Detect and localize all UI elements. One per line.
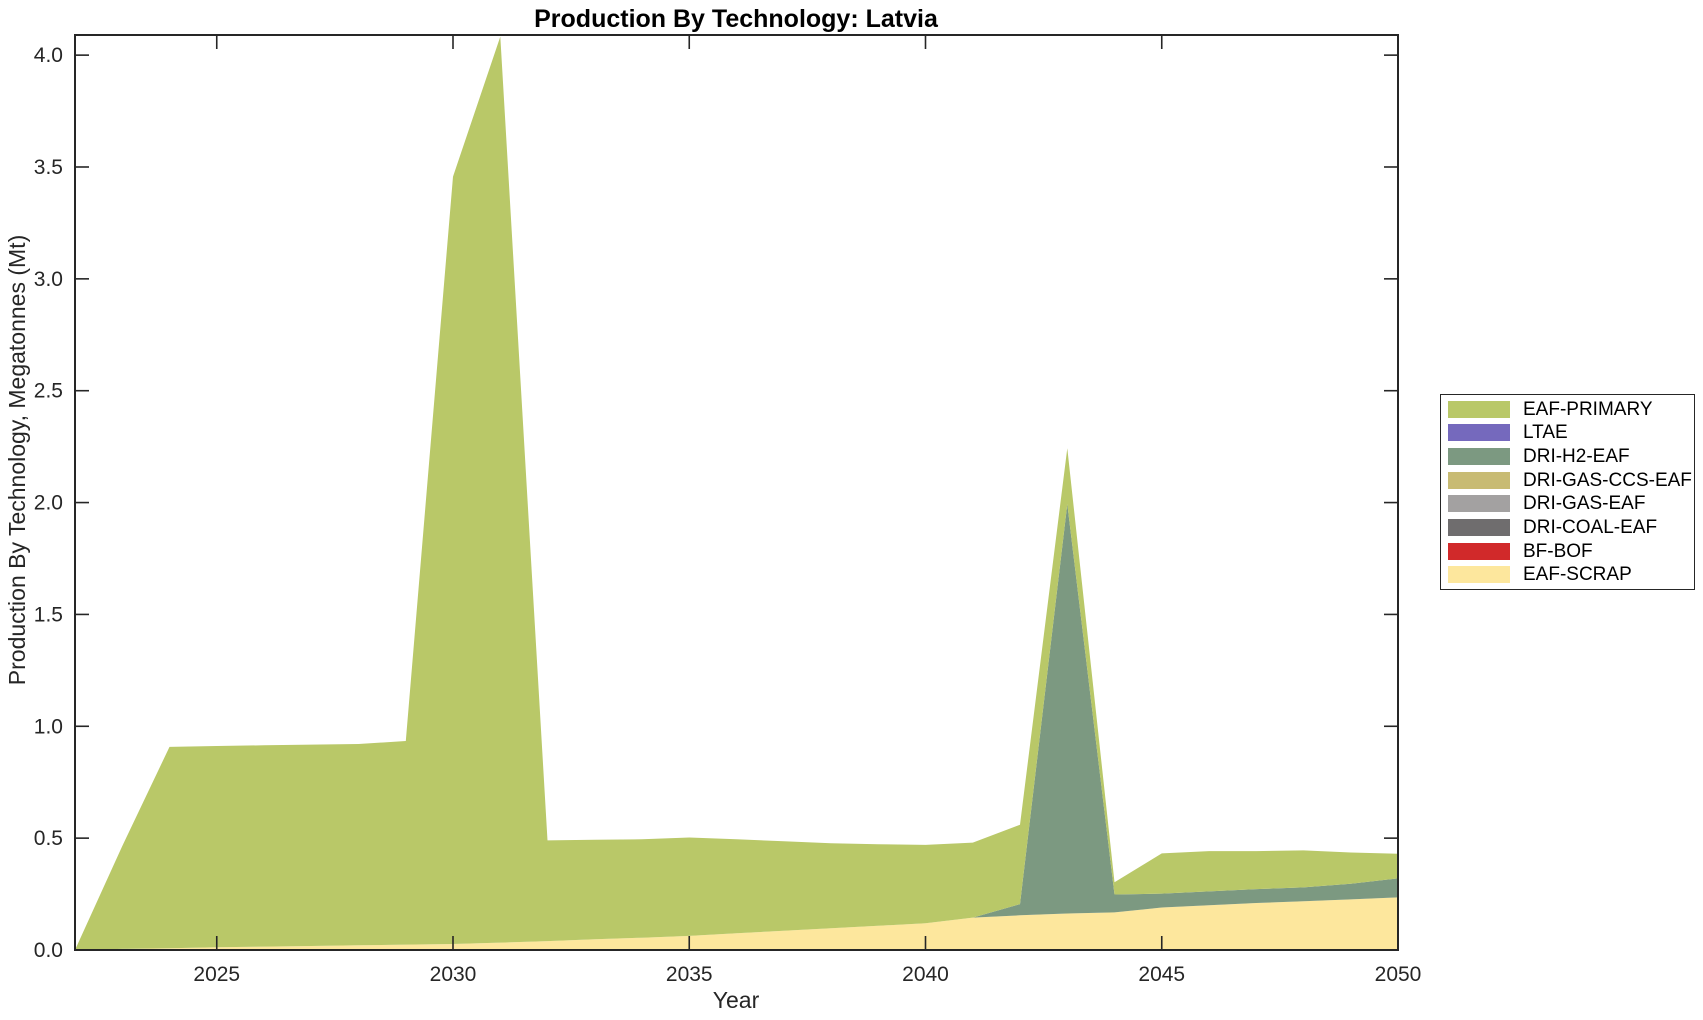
chart-title: Production By Technology: Latvia <box>534 5 939 33</box>
axis-ticks <box>75 35 1399 951</box>
legend-swatch-bf-bof <box>1448 542 1510 560</box>
legend-label-bf-bof: BF-BOF <box>1523 540 1593 562</box>
legend-label-dri-gas-ccs-eaf: DRI-GAS-CCS-EAF <box>1523 469 1692 491</box>
legend-label-dri-h2-eaf: DRI-H2-EAF <box>1523 445 1630 467</box>
stacked-areas <box>75 36 1398 951</box>
legend-swatch-dri-gas-ccs-eaf <box>1448 471 1510 489</box>
y-tick-label-1.0: 1.0 <box>34 715 63 738</box>
legend-label-eaf-primary: EAF-PRIMARY <box>1523 398 1653 420</box>
legend-swatch-ltae <box>1448 424 1510 442</box>
legend-item-eaf-primary: EAF-PRIMARY <box>1441 398 1694 421</box>
x-axis-label: Year <box>713 987 760 1013</box>
y-tick-label-3.0: 3.0 <box>34 268 63 291</box>
plot-border <box>74 34 1399 951</box>
y-axis-label: Production By Technology, Megatonnes (Mt… <box>4 235 30 685</box>
x-tick-label-2030: 2030 <box>430 963 477 986</box>
legend: EAF-PRIMARY LTAE DRI-H2-EAF DRI-GAS-CCS-EAF… <box>1440 394 1695 590</box>
y-tick-label-0.5: 0.5 <box>34 827 63 850</box>
x-tick-label-2050: 2050 <box>1375 963 1422 986</box>
legend-item-bf-bof: BF-BOF <box>1441 540 1694 563</box>
legend-label-eaf-scrap: EAF-SCRAP <box>1523 564 1632 586</box>
x-tick-label-2040: 2040 <box>902 963 949 986</box>
area-eaf-scrap <box>75 897 1398 950</box>
legend-swatch-eaf-scrap <box>1448 566 1510 584</box>
legend-swatch-dri-gas-eaf <box>1448 495 1510 513</box>
tick-labels: 2025 2030 2035 2040 2045 2050 0.0 0.5 1.0 1.5 2.0 2… <box>34 44 1422 986</box>
y-tick-label-4.0: 4.0 <box>34 44 63 67</box>
x-tick-label-2035: 2035 <box>666 963 713 986</box>
y-tick-label-2.5: 2.5 <box>34 380 63 403</box>
legend-item-dri-h2-eaf: DRI-H2-EAF <box>1441 445 1694 468</box>
y-tick-label-3.5: 3.5 <box>34 156 63 179</box>
legend-swatch-dri-coal-eaf <box>1448 518 1510 536</box>
area-eaf-primary <box>75 36 1398 951</box>
legend-item-ltae: LTAE <box>1441 421 1694 444</box>
y-tick-label-2.0: 2.0 <box>34 492 63 515</box>
legend-label-dri-gas-eaf: DRI-GAS-EAF <box>1523 493 1646 515</box>
y-tick-label-0.0: 0.0 <box>34 939 63 962</box>
legend-item-dri-gas-eaf: DRI-GAS-EAF <box>1441 492 1694 515</box>
area-dri-h2-eaf <box>75 504 1398 950</box>
legend-item-dri-coal-eaf: DRI-COAL-EAF <box>1441 516 1694 539</box>
x-tick-label-2025: 2025 <box>193 963 240 986</box>
x-tick-label-2045: 2045 <box>1138 963 1185 986</box>
legend-item-eaf-scrap: EAF-SCRAP <box>1441 563 1694 586</box>
legend-label-ltae: LTAE <box>1523 422 1568 444</box>
legend-item-dri-gas-ccs-eaf: DRI-GAS-CCS-EAF <box>1441 469 1694 492</box>
y-tick-label-1.5: 1.5 <box>34 603 63 626</box>
legend-swatch-dri-h2-eaf <box>1448 447 1510 465</box>
legend-label-dri-coal-eaf: DRI-COAL-EAF <box>1523 516 1658 538</box>
legend-swatch-eaf-primary <box>1448 400 1510 418</box>
